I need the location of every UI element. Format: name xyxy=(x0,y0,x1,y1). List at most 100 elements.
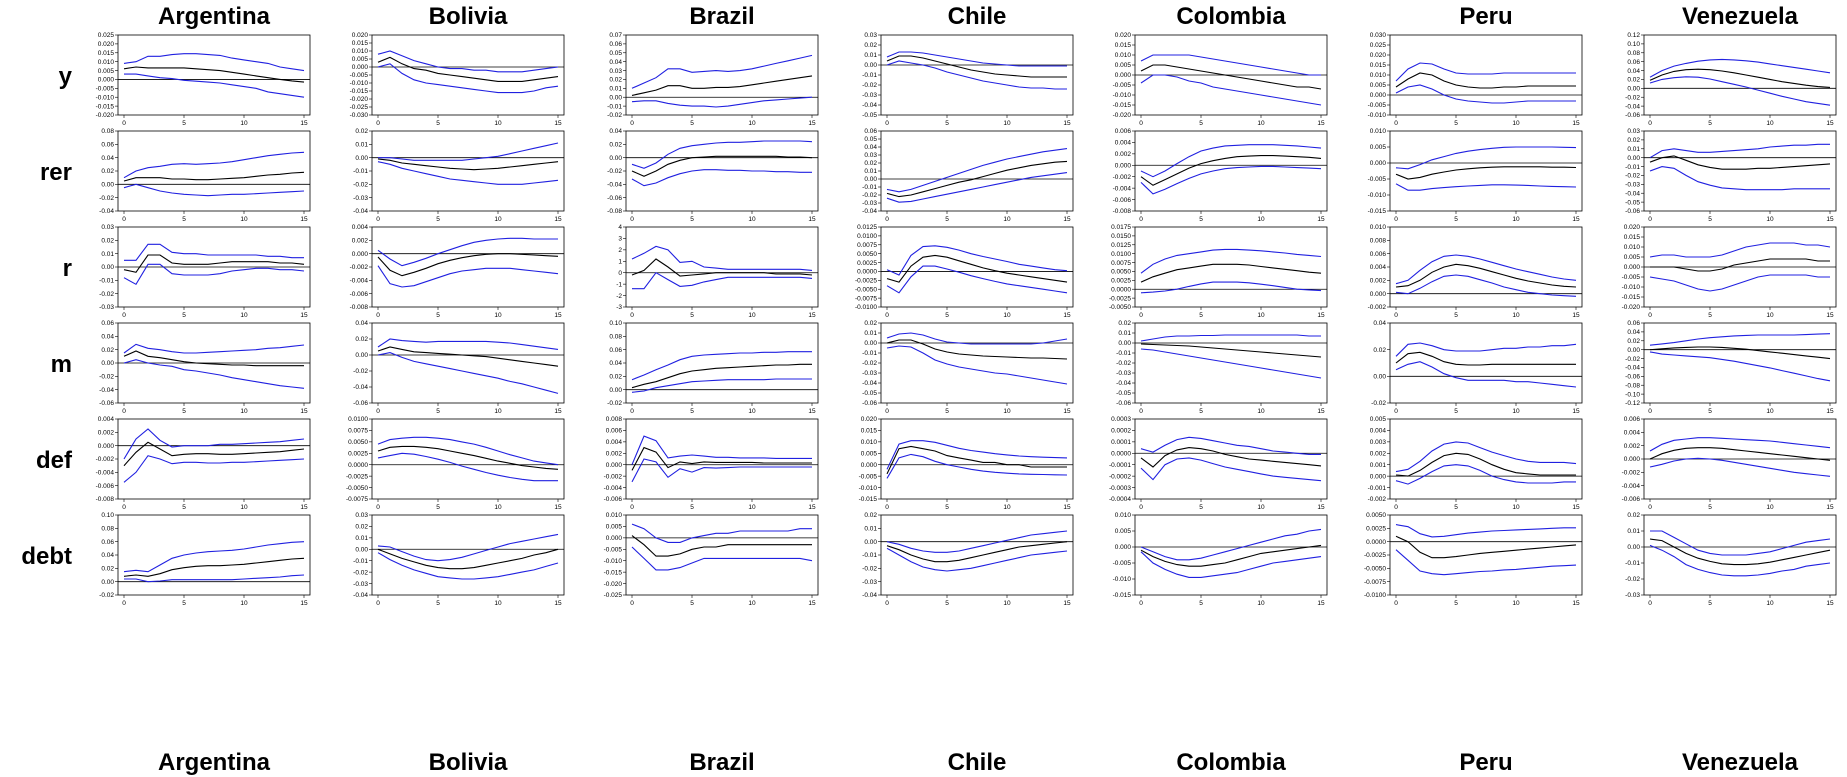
y-tick-label: 0.01 xyxy=(355,142,368,149)
column-title-bottom: Venezuela xyxy=(1682,749,1799,776)
y-tick-label: -0.03 xyxy=(862,200,877,207)
y-tick-label: -0.010 xyxy=(96,94,115,101)
y-tick-label: 0.00 xyxy=(609,387,622,394)
response-line xyxy=(1395,351,1576,366)
panel-frame xyxy=(880,322,1074,404)
x-tick-label: 0 xyxy=(376,408,380,415)
y-tick-label: 0.003 xyxy=(1370,439,1387,446)
y-tick-label: 0.000 xyxy=(1115,162,1132,169)
y-tick-label: -0.002 xyxy=(604,473,623,480)
x-tick-label: 15 xyxy=(1317,408,1325,415)
y-tick-label: -0.0075 xyxy=(346,496,368,503)
y-tick-label: -0.015 xyxy=(1622,294,1641,301)
response-line xyxy=(1649,155,1831,170)
row-label: r xyxy=(63,255,72,282)
y-tick-label: 0.015 xyxy=(1115,42,1132,49)
x-tick-label: 5 xyxy=(1199,120,1203,127)
y-tick-label: -0.002 xyxy=(1113,174,1132,181)
y-tick-label: 0.001 xyxy=(1370,462,1387,469)
panel-frame xyxy=(1389,514,1583,596)
y-tick-label: -0.06 xyxy=(862,400,877,407)
y-tick-label: -0.002 xyxy=(96,456,115,463)
y-tick-label: 2 xyxy=(618,247,622,254)
response-line xyxy=(1395,166,1577,180)
y-tick-label: -0.08 xyxy=(1625,382,1640,389)
y-tick-label: -0.02 xyxy=(607,400,622,407)
y-tick-label: 0.06 xyxy=(101,142,114,149)
upper-band-line xyxy=(123,428,305,460)
y-tick-label: 0.010 xyxy=(606,512,623,519)
y-tick-label: 0.025 xyxy=(98,32,115,39)
y-tick-label: -0.01 xyxy=(1625,560,1640,567)
panel-bolivia-debt: -0.04 -0.03 -0.02 -0.01 0.00 0.01 0.02 0.03 0 5 10… xyxy=(353,512,565,607)
y-tick-label: -0.006 xyxy=(604,496,623,503)
panel-frame xyxy=(1134,226,1328,308)
upper-band-line xyxy=(123,541,305,573)
y-tick-label: -0.02 xyxy=(99,592,114,599)
y-tick-label: 0.000 xyxy=(606,462,623,469)
y-tick-label: 0.04 xyxy=(1373,320,1386,327)
lower-band-line xyxy=(1395,464,1576,485)
y-tick-label: -0.04 xyxy=(862,592,877,599)
y-tick-label: -0.03 xyxy=(1116,370,1131,377)
lower-band-line xyxy=(1140,348,1322,379)
y-tick-label: 0.005 xyxy=(606,524,623,531)
panel-frame xyxy=(880,418,1074,500)
upper-band-line xyxy=(123,151,305,179)
y-tick-label: 0.0000 xyxy=(1366,539,1386,546)
y-tick-label: -0.005 xyxy=(96,86,115,93)
panel-brazil-r: -3 -2 -1 0 1 2 3 4 0 5 10 15 xyxy=(616,224,819,319)
y-tick-label: -0.006 xyxy=(1113,197,1132,204)
upper-band-line xyxy=(886,245,1068,276)
x-tick-label: 15 xyxy=(1063,312,1071,319)
y-tick-label: 0.000 xyxy=(98,443,115,450)
y-tick-label: 0.0025 xyxy=(1111,278,1131,285)
panel-brazil-m: -0.02 0.00 0.02 0.04 0.06 0.08 0.10 0 5 10 15 xyxy=(607,320,819,415)
y-tick-label: -0.02 xyxy=(862,360,877,367)
y-tick-label: -0.0025 xyxy=(1364,552,1386,559)
y-tick-label: 0.03 xyxy=(864,32,877,39)
y-tick-label: 0.04 xyxy=(101,155,114,162)
y-tick-label: 0.015 xyxy=(1624,234,1641,241)
row-label: rer xyxy=(40,159,72,186)
panel-peru-debt: -0.0100 -0.0075 -0.0050 -0.0025 0.0000 0.0025… xyxy=(1364,512,1583,607)
x-tick-label: 0 xyxy=(885,600,889,607)
x-tick-label: 15 xyxy=(1826,216,1834,223)
y-tick-label: 0.0175 xyxy=(1111,224,1131,231)
upper-band-line xyxy=(631,54,813,89)
y-tick-label: 0.02 xyxy=(1627,77,1640,84)
y-tick-label: -0.03 xyxy=(99,304,114,311)
y-tick-label: 0.020 xyxy=(1115,32,1132,39)
x-tick-label: 5 xyxy=(1199,216,1203,223)
y-tick-label: -0.02 xyxy=(1625,356,1640,363)
y-tick-label: 0.03 xyxy=(864,152,877,159)
y-tick-label: -0.04 xyxy=(353,384,368,391)
panel-argentina-y: -0.020 -0.015 -0.010-0.005 0.000 0.005 0.010 0… xyxy=(96,32,311,127)
x-tick-label: 15 xyxy=(1317,504,1325,511)
y-tick-label: -0.06 xyxy=(1625,208,1640,215)
column-title-bottom: Argentina xyxy=(158,749,271,776)
x-tick-label: 15 xyxy=(1572,216,1580,223)
panel-frame xyxy=(1134,514,1328,596)
y-tick-label: 0.0000 xyxy=(348,462,368,469)
lower-band-line xyxy=(1649,351,1831,382)
y-tick-label: -0.02 xyxy=(862,192,877,199)
y-tick-label: 0.01 xyxy=(355,535,368,542)
x-tick-label: 5 xyxy=(1708,120,1712,127)
y-tick-label: 0.005 xyxy=(861,450,878,457)
lower-band-line xyxy=(1395,274,1577,297)
y-tick-label: -0.01 xyxy=(862,72,877,79)
x-tick-label: 5 xyxy=(436,312,440,319)
panel-frame xyxy=(625,418,819,500)
column-title-top: Venezuela xyxy=(1682,3,1799,30)
response-line xyxy=(377,56,559,82)
y-tick-label: 0.00 xyxy=(1627,86,1640,93)
x-tick-label: 15 xyxy=(808,216,816,223)
y-tick-label: 0 xyxy=(618,270,622,277)
y-tick-label: 0.12 xyxy=(1627,32,1640,39)
y-tick-label: 0.01 xyxy=(1118,330,1131,337)
panel-frame xyxy=(880,130,1074,212)
panel-brazil-rer: -0.08 -0.06 -0.04 -0.02 0.00 0.02 0.04 0 5 10 15 xyxy=(607,128,819,223)
y-tick-label: -0.001 xyxy=(1368,485,1387,492)
x-tick-label: 0 xyxy=(1139,216,1143,223)
